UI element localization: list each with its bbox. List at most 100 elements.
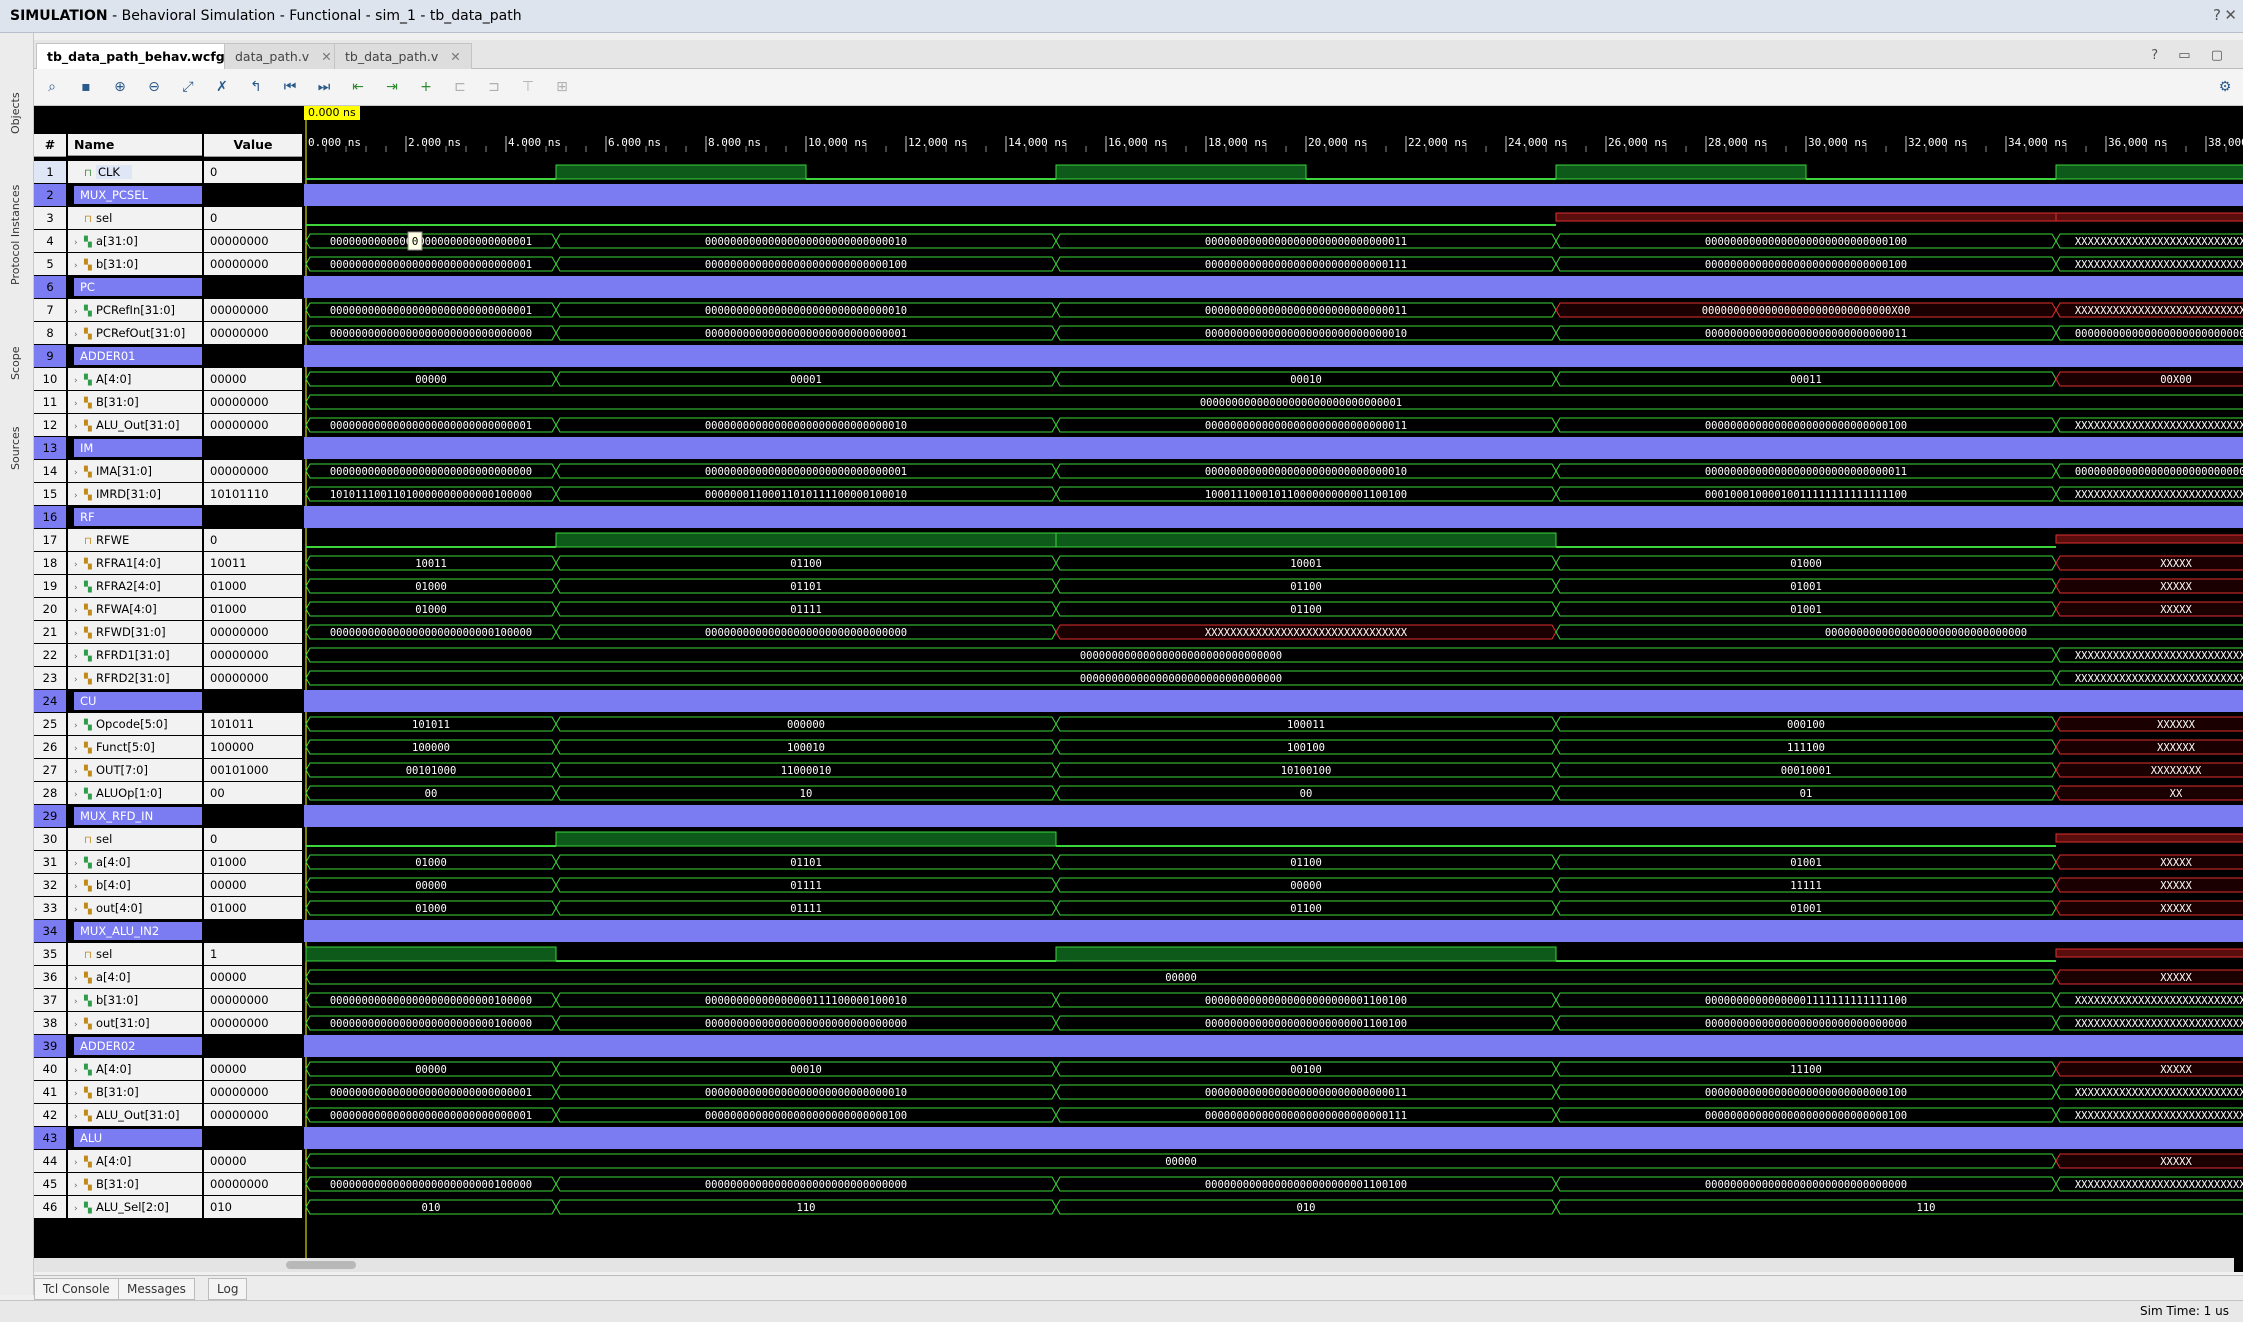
signal-row[interactable]: 5 › ▚ b[31:0]	[34, 253, 202, 275]
tab-tcl-console[interactable]: Tcl Console	[34, 1278, 119, 1300]
expand-chevron-icon[interactable]: ›	[74, 1181, 78, 1191]
expand-chevron-icon[interactable]: ›	[74, 1204, 78, 1214]
signal-name[interactable]: › ▚ a[31:0]	[68, 230, 202, 252]
expand-chevron-icon[interactable]: ›	[74, 790, 78, 800]
expand-chevron-icon[interactable]: ›	[74, 997, 78, 1007]
signal-name[interactable]: › ▚ Opcode[5:0]	[68, 713, 202, 735]
signal-name[interactable]: › ▚ RFWD[31:0]	[68, 621, 202, 643]
sidebar-tab-sources[interactable]: Sources	[9, 426, 22, 470]
signal-row[interactable]: 1 ⊓ CLK	[34, 161, 202, 183]
signal-name[interactable]: › ▚ Funct[5:0]	[68, 736, 202, 758]
signal-row[interactable]: 24 CU	[34, 690, 202, 712]
signal-name[interactable]: › ▚ A[4:0]	[68, 368, 202, 390]
signal-row[interactable]: 7 › ▚ PCRefIn[31:0]	[34, 299, 202, 321]
signal-row[interactable]: 12 › ▚ ALU_Out[31:0]	[34, 414, 202, 436]
expand-chevron-icon[interactable]: ›	[74, 261, 78, 271]
expand-chevron-icon[interactable]: ›	[74, 238, 78, 248]
signal-name[interactable]: › ▚ RFRA1[4:0]	[68, 552, 202, 574]
signal-row[interactable]: 27 › ▚ OUT[7:0]	[34, 759, 202, 781]
signal-name[interactable]: MUX_PCSEL	[68, 184, 202, 206]
signal-name[interactable]: › ▚ B[31:0]	[68, 1081, 202, 1103]
expand-chevron-icon[interactable]: ›	[74, 652, 78, 662]
signal-row[interactable]: 25 › ▚ Opcode[5:0]	[34, 713, 202, 735]
signal-row[interactable]: 35 ⊓ sel	[34, 943, 202, 965]
expand-chevron-icon[interactable]: ›	[74, 859, 78, 869]
signal-name[interactable]: ⊓ sel	[68, 207, 202, 229]
signal-name[interactable]: › ▚ b[31:0]	[68, 253, 202, 275]
scrollbar-thumb[interactable]	[286, 1261, 356, 1269]
expand-chevron-icon[interactable]: ›	[74, 606, 78, 616]
sidebar-tab-scope[interactable]: Scope	[9, 346, 22, 380]
expand-chevron-icon[interactable]: ›	[74, 330, 78, 340]
signal-row[interactable]: 41 › ▚ B[31:0]	[34, 1081, 202, 1103]
zoom-out-icon[interactable]: ⊖	[148, 79, 160, 95]
expand-chevron-icon[interactable]: ›	[74, 905, 78, 915]
signal-row[interactable]: 17 ⊓ RFWE	[34, 529, 202, 551]
signal-name[interactable]: › ▚ B[31:0]	[68, 391, 202, 413]
signal-name[interactable]: › ▚ RFRD1[31:0]	[68, 644, 202, 666]
tab-tb-data-path[interactable]: tb_data_path.v ✕	[334, 43, 472, 69]
save-icon[interactable]: ▪	[81, 79, 91, 95]
signal-row[interactable]: 18 › ▚ RFRA1[4:0]	[34, 552, 202, 574]
signal-row[interactable]: 21 › ▚ RFWD[31:0]	[34, 621, 202, 643]
signal-row[interactable]: 46 › ▚ ALU_Sel[2:0]	[34, 1196, 202, 1218]
signal-name[interactable]: PC	[68, 276, 202, 298]
expand-chevron-icon[interactable]: ›	[74, 882, 78, 892]
expand-chevron-icon[interactable]: ›	[74, 376, 78, 386]
signal-row[interactable]: 43 ALU	[34, 1127, 202, 1149]
expand-chevron-icon[interactable]: ›	[74, 721, 78, 731]
signal-row[interactable]: 32 › ▚ b[4:0]	[34, 874, 202, 896]
signal-name[interactable]: › ▚ RFRA2[4:0]	[68, 575, 202, 597]
signal-name[interactable]: › ▚ a[4:0]	[68, 966, 202, 988]
signal-name[interactable]: › ▚ PCRefIn[31:0]	[68, 299, 202, 321]
signal-row[interactable]: 11 › ▚ B[31:0]	[34, 391, 202, 413]
tab-data-path[interactable]: data_path.v ✕	[224, 43, 343, 69]
signal-name[interactable]: CU	[68, 690, 202, 712]
signal-row[interactable]: 37 › ▚ b[31:0]	[34, 989, 202, 1011]
signal-row[interactable]: 6 PC	[34, 276, 202, 298]
signal-row[interactable]: 2 MUX_PCSEL	[34, 184, 202, 206]
waveform-area[interactable]: 0.000 ns 0.000 ns 2.000 ns 4.000 ns 6.000 n…	[304, 106, 2243, 1272]
gear-icon[interactable]: ⚙	[2218, 79, 2232, 95]
signal-name[interactable]: MUX_ALU_IN2	[68, 920, 202, 942]
signal-row[interactable]: 29 MUX_RFD_IN	[34, 805, 202, 827]
horizontal-scrollbar[interactable]	[34, 1258, 2234, 1272]
signal-row[interactable]: 34 MUX_ALU_IN2	[34, 920, 202, 942]
signal-row[interactable]: 30 ⊓ sel	[34, 828, 202, 850]
zoom-in-icon[interactable]: ⊕	[114, 79, 126, 95]
signal-row[interactable]: 4 › ▚ a[31:0]	[34, 230, 202, 252]
signal-row[interactable]: 14 › ▚ IMA[31:0]	[34, 460, 202, 482]
signal-row[interactable]: 23 › ▚ RFRD2[31:0]	[34, 667, 202, 689]
signal-name[interactable]: › ▚ out[31:0]	[68, 1012, 202, 1034]
add-marker-icon[interactable]: +	[420, 79, 432, 95]
signal-name[interactable]: › ▚ PCRefOut[31:0]	[68, 322, 202, 344]
value-header[interactable]: Value	[204, 134, 302, 157]
expand-chevron-icon[interactable]: ›	[74, 1158, 78, 1168]
signal-row[interactable]: 9 ADDER01	[34, 345, 202, 367]
tab-messages[interactable]: Messages	[118, 1278, 195, 1300]
signal-row[interactable]: 28 › ▚ ALUOp[1:0]	[34, 782, 202, 804]
signal-name[interactable]: › ▚ ALU_Sel[2:0]	[68, 1196, 202, 1218]
expand-chevron-icon[interactable]: ›	[74, 629, 78, 639]
signal-row[interactable]: 40 › ▚ A[4:0]	[34, 1058, 202, 1080]
signal-row[interactable]: 13 IM	[34, 437, 202, 459]
signal-name[interactable]: › ▚ a[4:0]	[68, 851, 202, 873]
expand-chevron-icon[interactable]: ›	[74, 1020, 78, 1030]
signal-name[interactable]: MUX_RFD_IN	[68, 805, 202, 827]
signal-name[interactable]: › ▚ ALU_Out[31:0]	[68, 1104, 202, 1126]
signal-row[interactable]: 20 › ▚ RFWA[4:0]	[34, 598, 202, 620]
cursor-swap-icon[interactable]: ✗	[216, 79, 228, 95]
signal-row[interactable]: 44 › ▚ A[4:0]	[34, 1150, 202, 1172]
signal-row[interactable]: 39 ADDER02	[34, 1035, 202, 1057]
name-header[interactable]: Name	[68, 134, 202, 156]
signal-name[interactable]: ⊓ CLK	[68, 161, 202, 183]
signal-name[interactable]: › ▚ IMRD[31:0]	[68, 483, 202, 505]
expand-chevron-icon[interactable]: ›	[74, 583, 78, 593]
signal-row[interactable]: 45 › ▚ B[31:0]	[34, 1173, 202, 1195]
signal-name[interactable]: ⊓ RFWE	[68, 529, 202, 551]
waveform-canvas[interactable]: 0.000 ns 2.000 ns 4.000 ns 6.000 ns 8.000 ns…	[304, 106, 2243, 1272]
zoom-fit-icon[interactable]: ⤢	[182, 79, 194, 95]
expand-chevron-icon[interactable]: ›	[74, 399, 78, 409]
signal-row[interactable]: 8 › ▚ PCRefOut[31:0]	[34, 322, 202, 344]
signal-name[interactable]: › ▚ ALU_Out[31:0]	[68, 414, 202, 436]
